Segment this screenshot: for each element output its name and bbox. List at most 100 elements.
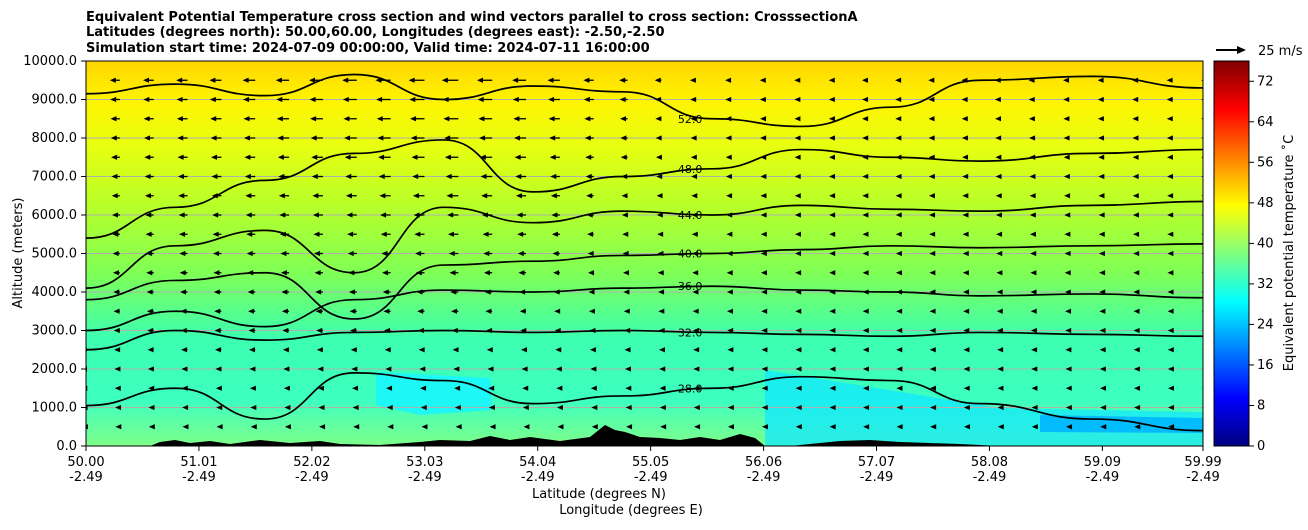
wind-vector <box>86 424 88 430</box>
wind-vector <box>549 154 560 160</box>
wind-vector <box>520 347 527 353</box>
wind-vector <box>552 250 560 257</box>
wind-vector <box>862 270 869 276</box>
wind-vector <box>245 193 256 199</box>
wind-vector <box>1029 212 1036 218</box>
wind-vector <box>1134 404 1141 411</box>
wind-vector <box>244 173 256 180</box>
wind-vector <box>1066 424 1073 430</box>
wind-vector <box>1063 135 1070 141</box>
colorbar-bar <box>1213 60 1250 447</box>
wind-vector <box>583 96 594 103</box>
contour-label: 48.0 <box>678 163 703 176</box>
wind-vector <box>961 135 968 141</box>
wind-vector <box>1031 366 1038 372</box>
wind-vector <box>1168 424 1175 430</box>
wind-vector <box>691 193 698 199</box>
wind-vector <box>210 135 222 141</box>
wind-vector <box>179 270 188 276</box>
wind-vector <box>1132 212 1139 218</box>
wind-vector <box>996 231 1003 237</box>
wind-vector <box>344 154 357 160</box>
wind-vector <box>862 135 869 141</box>
wind-vector <box>216 424 223 430</box>
wind-vector <box>1029 231 1036 237</box>
wind-vector <box>483 270 493 276</box>
wind-vector <box>862 327 869 334</box>
wind-vector <box>962 270 969 276</box>
wind-vector <box>550 193 560 199</box>
wind-vector <box>622 231 629 237</box>
wind-vector <box>515 193 527 199</box>
wind-vector <box>727 404 734 411</box>
wind-vector <box>929 327 936 334</box>
wind-vector <box>275 77 290 83</box>
wind-vector <box>962 173 969 180</box>
wind-vector <box>1099 385 1106 391</box>
wind-vector <box>419 366 426 372</box>
wind-vector <box>518 270 527 276</box>
wind-vector <box>489 424 496 430</box>
wind-vector <box>144 193 154 199</box>
wind-vector <box>216 404 223 411</box>
wind-vector <box>512 96 527 103</box>
wind-vector <box>213 270 222 276</box>
wind-vector <box>178 193 188 199</box>
wind-vector <box>862 250 869 257</box>
wind-vector <box>896 327 903 334</box>
wind-vector <box>350 347 357 353</box>
wind-vector <box>1166 96 1173 103</box>
wind-vector <box>278 193 290 199</box>
wind-vector <box>377 135 391 141</box>
wind-vector <box>453 366 460 372</box>
wind-vector <box>415 250 425 257</box>
wind-vector <box>248 347 256 353</box>
wind-vector <box>657 231 664 237</box>
title-line-3: Simulation start time: 2024-07-09 00:00:… <box>86 41 650 56</box>
wind-vector <box>353 424 360 430</box>
wind-vector <box>447 212 459 218</box>
wind-vector <box>1064 250 1071 257</box>
wind-vector <box>862 231 869 237</box>
quiver-key-arrowhead <box>1237 46 1246 54</box>
wind-vector <box>409 96 425 103</box>
wind-vector <box>1098 135 1105 141</box>
wind-vector <box>963 404 970 411</box>
wind-vector <box>386 385 393 391</box>
wind-vector <box>691 173 698 180</box>
wind-vector <box>113 289 120 295</box>
wind-vector <box>280 270 290 276</box>
wind-vector <box>177 173 188 180</box>
contour-line <box>86 243 1203 320</box>
wind-vector <box>895 77 902 83</box>
wind-vector <box>589 347 596 353</box>
wind-vector <box>621 212 628 218</box>
wind-vector <box>178 231 188 237</box>
wind-vector <box>862 173 869 180</box>
wind-vector <box>727 424 734 430</box>
wind-vector <box>1167 347 1174 353</box>
wind-vector <box>1167 270 1174 276</box>
wind-vector <box>585 154 594 160</box>
wind-vector <box>760 250 767 257</box>
wind-vector <box>623 308 630 314</box>
wind-vector <box>829 424 836 430</box>
wind-vector <box>761 327 768 334</box>
wind-vectors <box>86 77 1203 430</box>
wind-vector <box>312 212 323 218</box>
contour-label: 28.0 <box>678 382 703 395</box>
wind-vector <box>143 77 154 83</box>
wind-vector <box>479 135 493 141</box>
wind-vector <box>929 231 936 237</box>
wind-vector <box>311 173 323 180</box>
wind-vector <box>693 366 700 372</box>
wind-vector <box>417 308 425 314</box>
wind-vector <box>1028 116 1035 122</box>
wind-vector <box>929 270 936 276</box>
wind-vector <box>318 404 325 411</box>
wind-vector <box>962 231 969 237</box>
wind-vector <box>1098 193 1105 199</box>
wind-vector <box>282 347 290 353</box>
wind-vector <box>181 366 188 372</box>
wind-vector <box>996 289 1003 295</box>
